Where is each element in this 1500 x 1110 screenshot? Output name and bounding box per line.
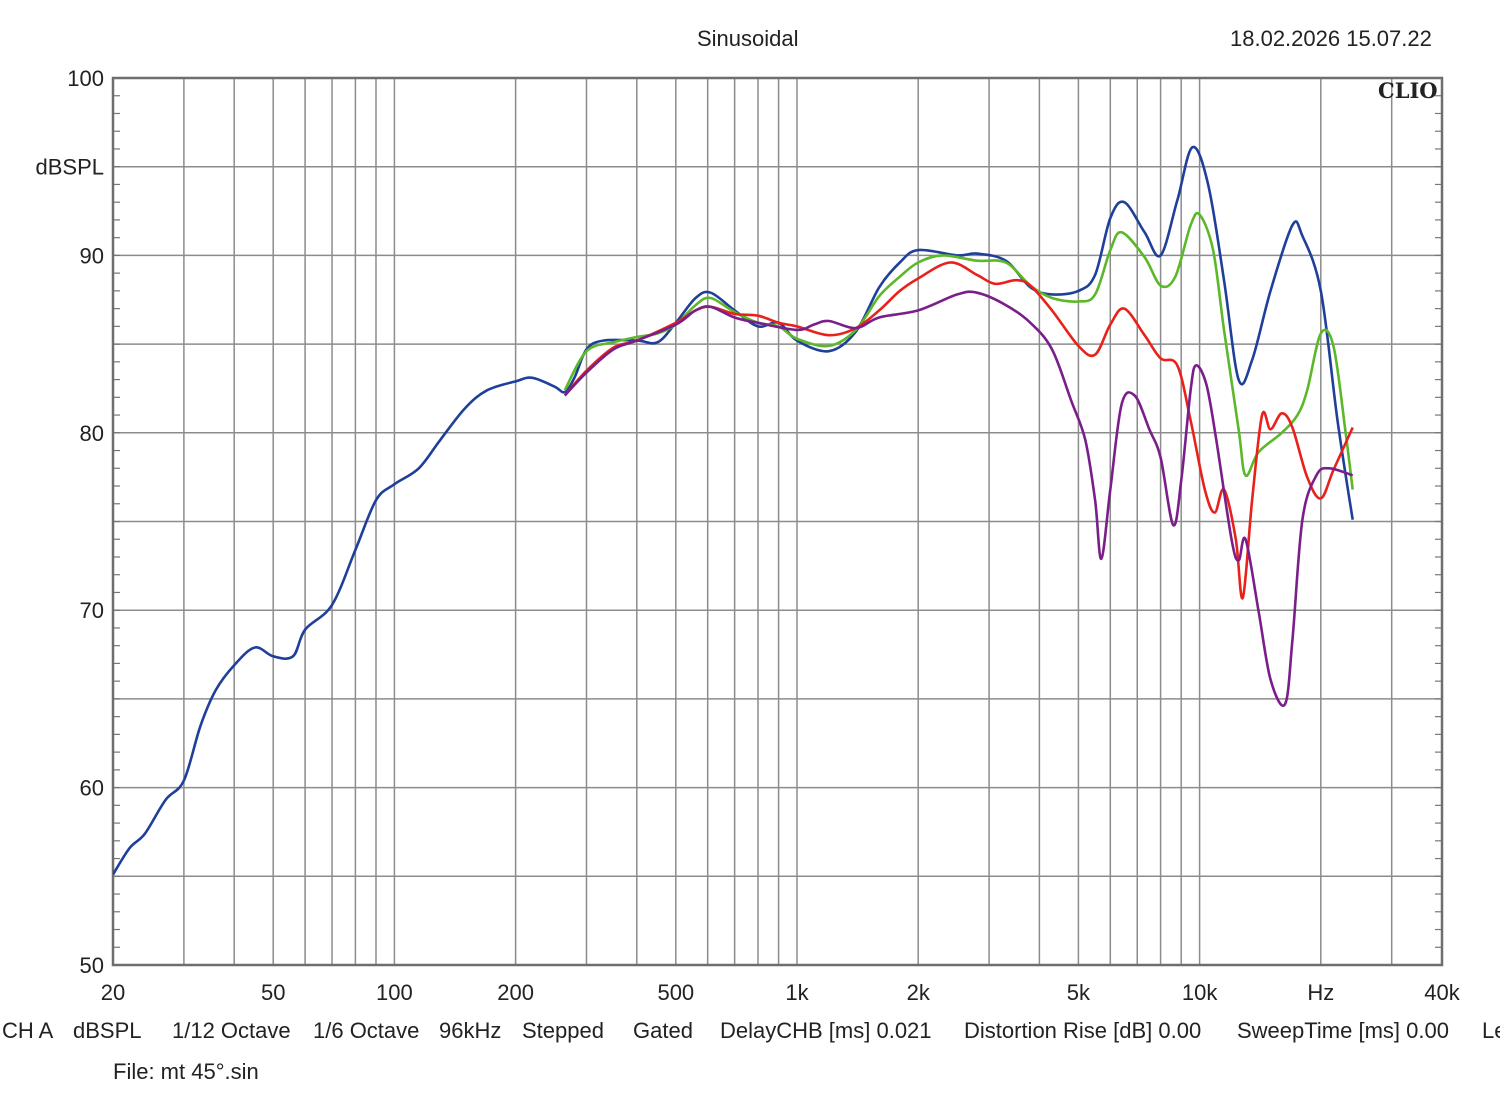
y-tick-label: 70 <box>80 598 104 623</box>
y-tick-label: 90 <box>80 243 104 268</box>
y-tick-label: 60 <box>80 776 104 801</box>
y-tick-label: 100 <box>67 66 104 91</box>
x-tick-label: 200 <box>497 980 534 1005</box>
x-tick-label: 5k <box>1067 980 1091 1005</box>
x-tick-label: 20 <box>101 980 125 1005</box>
y-tick-label: 50 <box>80 953 104 978</box>
x-tick-label: 100 <box>376 980 413 1005</box>
x-tick-label: 10k <box>1182 980 1218 1005</box>
setting-sweep: Stepped <box>522 1018 604 1043</box>
chart-title: Sinusoidal <box>697 26 799 51</box>
setting-distortion-rise: Distortion Rise [dB] 0.00 <box>964 1018 1202 1043</box>
setting-sweep-time: SweepTime [ms] 0.00 <box>1237 1018 1449 1043</box>
setting-truncated: Le <box>1482 1018 1500 1043</box>
timestamp: 18.02.2026 15.07.22 <box>1230 26 1432 51</box>
y-tick-label: 80 <box>80 421 104 446</box>
x-tick-label: 2k <box>907 980 931 1005</box>
x-tick-label: 40k <box>1424 980 1460 1005</box>
setting-gated: Gated <box>633 1018 693 1043</box>
series-line-red <box>563 261 1354 600</box>
setting-samplerate: 96kHz <box>439 1018 502 1043</box>
setting-channel: CH A <box>2 1018 54 1043</box>
series-line-green <box>563 211 1354 490</box>
x-tick-label: 1k <box>785 980 809 1005</box>
setting-unit: dBSPL <box>73 1018 142 1043</box>
y-tick-label: dBSPL <box>36 155 105 180</box>
setting-resolution: 1/12 Octave <box>172 1018 291 1043</box>
file-name: File: mt 45°.sin <box>113 1059 259 1084</box>
x-tick-label: 500 <box>657 980 694 1005</box>
setting-delay: DelayCHB [ms] 0.021 <box>720 1018 932 1043</box>
setting-smoothing: 1/6 Octave <box>313 1018 420 1043</box>
series-line-purple <box>563 290 1354 707</box>
x-tick-label: Hz <box>1307 980 1334 1005</box>
clio-logo: CLIO <box>1378 78 1438 103</box>
plot-frame <box>111 76 1444 967</box>
x-tick-label: 50 <box>261 980 285 1005</box>
